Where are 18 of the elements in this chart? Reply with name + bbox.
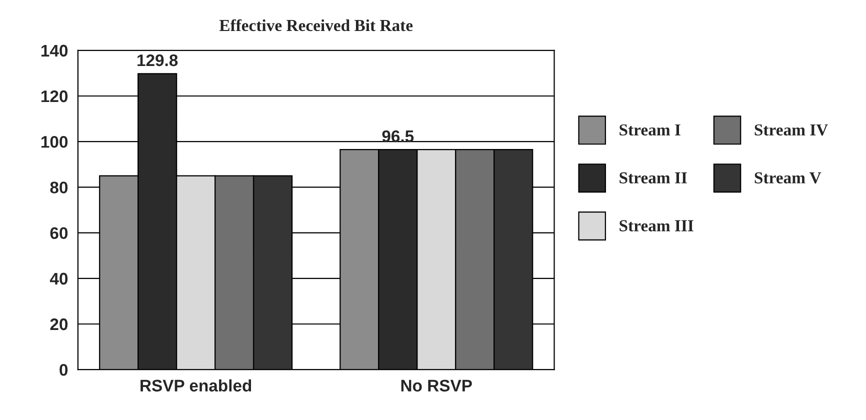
- legend-label: Stream IV: [754, 124, 828, 136]
- y-tick-label: 80: [50, 182, 68, 194]
- y-tick-label: 140: [41, 44, 68, 57]
- y-tick-label: 100: [41, 136, 68, 148]
- legend-label: Stream II: [620, 172, 687, 184]
- legend-label: Stream V: [754, 172, 822, 184]
- y-tick-label: 40: [50, 272, 68, 285]
- y-tick-label: 20: [50, 318, 68, 330]
- y-tick-label: 60: [50, 227, 68, 240]
- y-tick-label: 120: [41, 90, 68, 102]
- data-label: 96.5: [382, 130, 414, 142]
- legend-label: Stream I: [620, 124, 680, 136]
- chart-title: Effective Received Bit Rate: [219, 19, 413, 32]
- y-tick-label: 0: [60, 364, 68, 376]
- x-tick-label: No RSVP: [401, 380, 472, 392]
- data-label: 129.8: [138, 54, 178, 66]
- legend-label: Stream III: [620, 220, 694, 232]
- x-tick-label: RSVP enabled: [140, 379, 252, 392]
